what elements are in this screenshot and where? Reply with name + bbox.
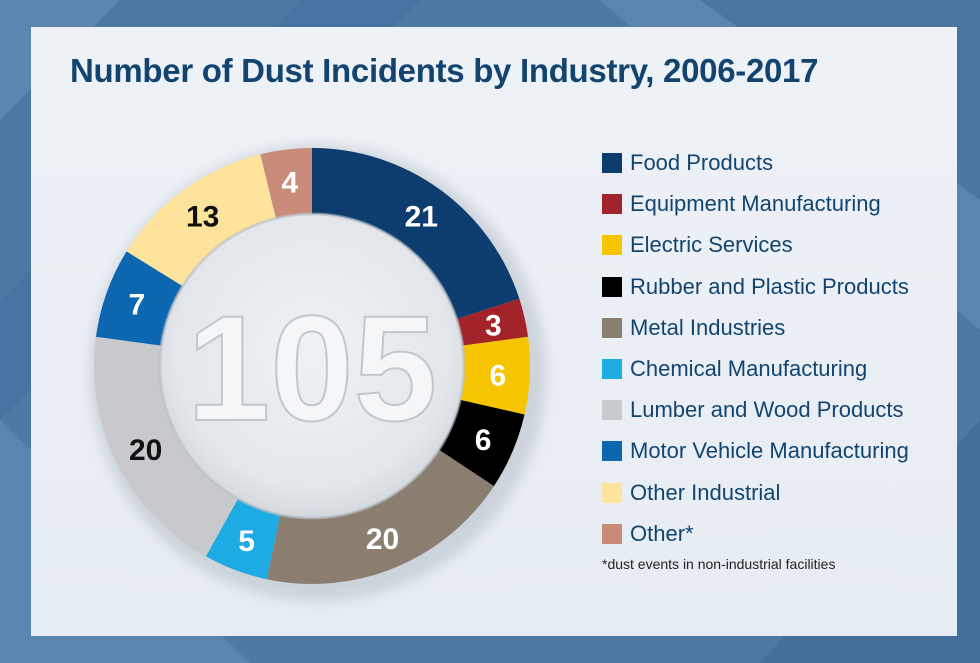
slice-value-label-electric-services: 6: [489, 359, 506, 392]
footnote: *dust events in non-industrial facilitie…: [602, 556, 836, 572]
legend-swatch: [602, 235, 622, 256]
legend-label: Rubber and Plastic Products: [630, 273, 909, 299]
legend-swatch: [602, 482, 622, 503]
slice-lumber-and-wood-products: [93, 336, 238, 557]
slice-value-label-other: 4: [281, 166, 298, 199]
legend-label: Food Products: [630, 150, 774, 175]
legend-swatch: [602, 358, 622, 379]
slice-value-label-motor-vehicle-manufacturing: 7: [129, 288, 146, 321]
slice-value-label-rubber-and-plastic-products: 6: [475, 424, 492, 457]
slice-equipment-manufacturing: [456, 298, 529, 346]
slice-chemical-manufacturing: [205, 498, 281, 580]
legend-swatch: [602, 400, 622, 421]
legend-item-metal-industries: Metal Industries: [602, 313, 962, 354]
slice-value-label-food-products: 21: [405, 201, 438, 234]
slice-value-label-equipment-manufacturing: 3: [485, 310, 502, 343]
legend-label: Equipment Manufacturing: [630, 191, 881, 217]
slice-rubber-and-plastic-products: [438, 399, 525, 487]
legend-label: Lumber and Wood Products: [630, 397, 904, 423]
legend-swatch: [602, 194, 622, 215]
slice-metal-industries: [266, 449, 494, 584]
slice-motor-vehicle-manufacturing: [95, 251, 183, 346]
legend-item-motor-vehicle-manufacturing: Motor Vehicle Manufacturing: [602, 436, 962, 477]
legend-label: Electric Services: [630, 232, 793, 258]
legend-item-lumber-and-wood-products: Lumber and Wood Products: [602, 395, 962, 436]
slice-value-label-other-industrial: 13: [186, 201, 219, 234]
slice-other-industrial: [126, 154, 276, 287]
legend-label: Chemical Manufacturing: [630, 355, 868, 381]
slice-food-products: [312, 148, 520, 320]
slice-electric-services: [460, 336, 530, 415]
legend-label: Other*: [630, 520, 694, 546]
legend-swatch: [602, 317, 622, 338]
total-label: 105: [187, 284, 437, 452]
legend-item-other: Other*: [602, 519, 962, 560]
legend-swatch: [602, 523, 622, 544]
legend: Food Products Equipment Manufacturing Elec…: [602, 148, 962, 560]
slice-value-label-metal-industries: 20: [366, 523, 399, 556]
legend-swatch: [602, 276, 622, 297]
donut-hole: [160, 214, 464, 518]
legend-label: Other Industrial: [630, 479, 781, 505]
legend-item-rubber-and-plastic-products: Rubber and Plastic Products: [602, 272, 962, 313]
legend-item-other-industrial: Other Industrial: [602, 478, 962, 519]
donut-hole-rim: [158, 212, 466, 520]
slice-other: [260, 148, 312, 219]
slice-value-label-lumber-and-wood-products: 20: [129, 434, 162, 467]
legend-swatch: [602, 153, 622, 173]
slice-value-label-chemical-manufacturing: 5: [238, 525, 255, 558]
legend-swatch: [602, 441, 622, 462]
legend-label: Metal Industries: [630, 314, 786, 340]
chart-title: Number of Dust Incidents by Industry, 20…: [70, 52, 819, 89]
legend-item-electric-services: Electric Services: [602, 230, 962, 271]
legend-label: Motor Vehicle Manufacturing: [630, 438, 909, 464]
legend-item-equipment-manufacturing: Equipment Manufacturing: [602, 189, 962, 230]
legend-item-food-products: Food Products: [602, 148, 962, 189]
legend-item-chemical-manufacturing: Chemical Manufacturing: [602, 354, 962, 395]
